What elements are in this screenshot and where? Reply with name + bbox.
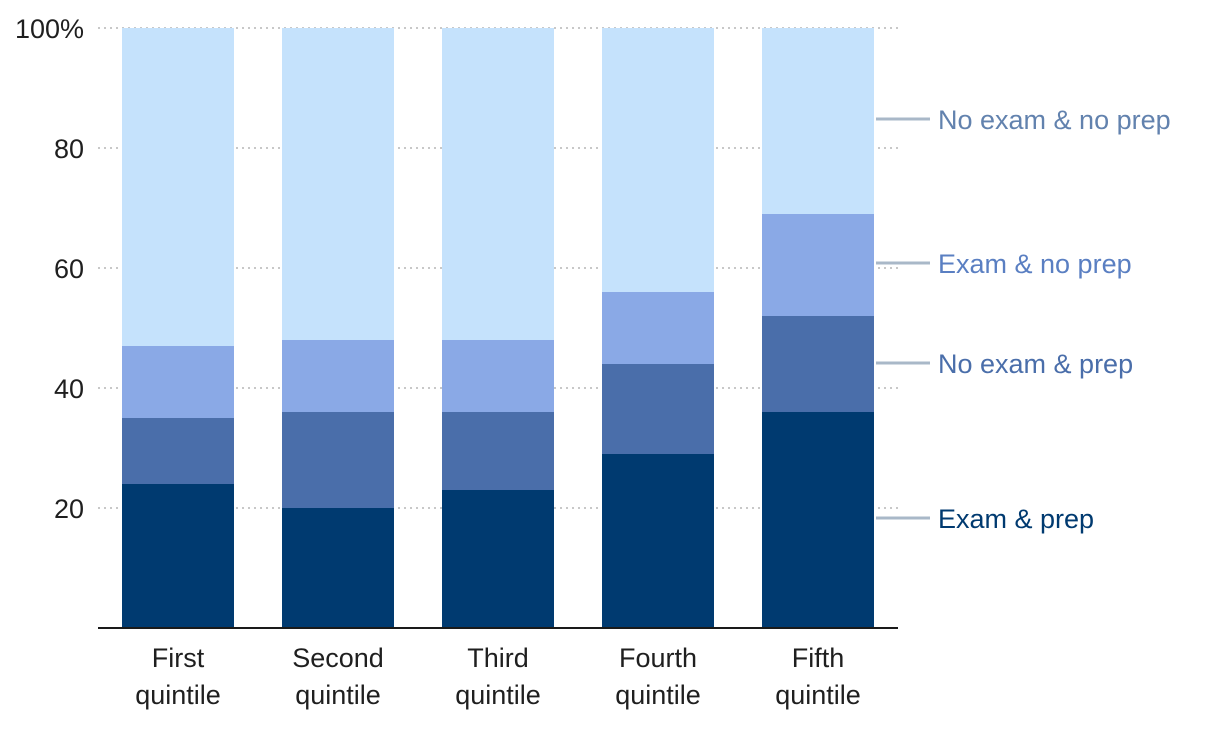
bar-segment [282, 412, 394, 508]
series-label: Exam & prep [938, 504, 1094, 534]
x-tick-label: quintile [455, 680, 541, 710]
bar-segment [442, 490, 554, 628]
bar-segment [282, 340, 394, 412]
bar-segment [442, 28, 554, 340]
x-axis-ticks: First quintile Second quintile Third quintile… [135, 643, 861, 710]
bar-segment [122, 484, 234, 628]
bar-segment [602, 364, 714, 454]
bar-segment [602, 292, 714, 364]
bar-segment [602, 454, 714, 628]
bar-segment [282, 28, 394, 340]
bar-segment [442, 340, 554, 412]
bar-segment [282, 508, 394, 628]
bar-segment [762, 316, 874, 412]
x-tick-label: Third [467, 643, 529, 673]
series-label: Exam & no prep [938, 249, 1132, 279]
x-tick-label: First [152, 643, 205, 673]
y-tick-label: 40 [54, 374, 84, 404]
bar-segment [122, 28, 234, 346]
bars [122, 28, 874, 628]
bar-segment [602, 28, 714, 292]
y-tick-label: 20 [54, 494, 84, 524]
bar-segment [122, 346, 234, 418]
y-tick-label: 60 [54, 254, 84, 284]
bar-segment [762, 412, 874, 628]
y-tick-label: 100% [15, 14, 84, 44]
x-tick-label: Fifth [792, 643, 845, 673]
x-tick-label: quintile [135, 680, 221, 710]
x-tick-label: quintile [295, 680, 381, 710]
series-label: No exam & prep [938, 349, 1133, 379]
bar-segment [762, 28, 874, 214]
series-label: No exam & no prep [938, 105, 1171, 135]
bar-segment [442, 412, 554, 490]
bar-segment [122, 418, 234, 484]
x-tick-label: quintile [615, 680, 701, 710]
x-tick-label: quintile [775, 680, 861, 710]
series-labels: Exam & prep No exam & prep Exam & no prep N… [876, 105, 1171, 534]
y-tick-label: 80 [54, 134, 84, 164]
x-tick-label: Fourth [619, 643, 697, 673]
bar-segment [762, 214, 874, 316]
y-axis-ticks: 20 40 60 80 100% [15, 14, 84, 524]
x-tick-label: Second [292, 643, 384, 673]
